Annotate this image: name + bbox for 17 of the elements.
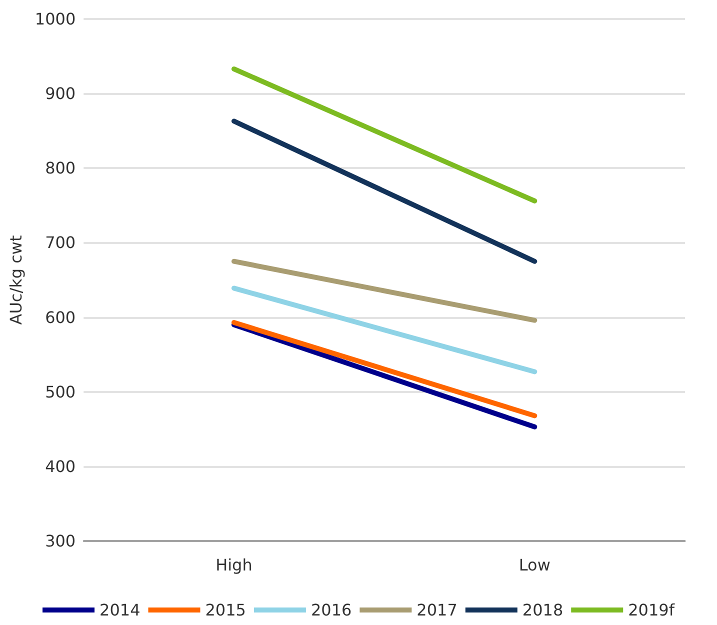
legend-label: 2018 <box>522 600 564 620</box>
legend-label: 2019f <box>628 600 675 620</box>
y-tick-label: 500 <box>45 382 76 402</box>
legend-label: 2014 <box>100 600 140 620</box>
y-tick-label: 700 <box>45 233 76 252</box>
legend-label: 2016 <box>310 600 352 620</box>
legend-label: 2015 <box>205 600 246 620</box>
y-tick-label: 1000 <box>34 10 76 28</box>
y-tick-label: 300 <box>45 532 76 550</box>
y-tick-label: 900 <box>45 84 76 104</box>
y-axis-title: AUc/kg cwt <box>6 235 26 325</box>
y-tick-label: 400 <box>45 456 76 476</box>
x-tick-label: Low <box>518 556 550 574</box>
y-tick-label: 600 <box>45 308 76 327</box>
x-tick-label: High <box>216 556 252 574</box>
legend-label: 2017 <box>416 600 458 620</box>
y-tick-label: 800 <box>45 158 76 178</box>
